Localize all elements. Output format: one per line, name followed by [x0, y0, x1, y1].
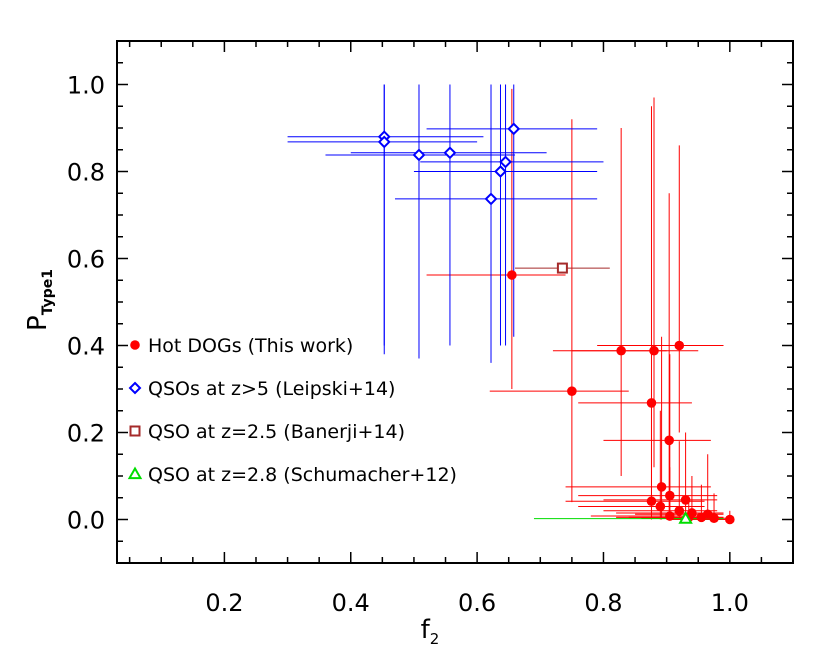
legend-label-2: QSO at z=2.5 (Banerji+14) — [148, 421, 405, 443]
legend-marker-1 — [128, 381, 142, 395]
y-axis-label-sub: Type1 — [40, 269, 56, 315]
legend-marker-0 — [130, 340, 140, 350]
point-s0-p3 — [674, 340, 685, 351]
legend-marker-3 — [127, 466, 143, 480]
x-tick-label-1: 0.4 — [332, 589, 370, 617]
point-s1-p6 — [494, 165, 507, 178]
x-tick-label-4: 1.0 — [711, 589, 749, 617]
point-s0-p2 — [649, 345, 659, 356]
error-bars — [287, 84, 731, 520]
legend-label-1: QSOs at z>5 (Leipski+14) — [148, 378, 395, 400]
y-tick-label-4: 0.8 — [67, 159, 105, 187]
x-tick-label-2: 0.6 — [458, 589, 496, 617]
data-markers — [377, 122, 735, 525]
point-s0-p8 — [665, 490, 675, 501]
point-s0-p9 — [646, 496, 657, 507]
point-s1-p7 — [484, 192, 498, 206]
x-axis-label-main: f — [421, 615, 431, 645]
y-tick-label-3: 0.6 — [67, 246, 105, 274]
point-s0-p4 — [567, 386, 577, 396]
point-s0-p7 — [656, 482, 667, 492]
y-axis-label: PType1 — [23, 269, 56, 331]
y-tick-label-2: 0.4 — [67, 333, 105, 361]
y-axis-ticks: 0.0 0.2 0.4 0.6 0.8 1.0 — [67, 40, 793, 564]
x-axis-label: f2 — [421, 615, 440, 648]
x-tick-label-3: 0.8 — [584, 589, 622, 617]
point-s1-p4 — [507, 122, 521, 136]
point-s0-p17 — [709, 513, 719, 523]
y-tick-label-1: 0.2 — [67, 420, 105, 448]
point-s1-p5 — [499, 155, 512, 169]
point-s1-p1 — [377, 135, 391, 149]
legend-label-0: Hot DOGs (This work) — [148, 335, 353, 357]
point-s0-p10 — [680, 495, 691, 505]
point-s0-p15 — [665, 511, 675, 521]
x-axis-ticks: 0.2 0.4 0.6 0.8 1.0 — [128, 41, 763, 617]
legend-marker-2 — [129, 425, 141, 437]
point-s0-p12 — [674, 506, 685, 516]
y-tick-label-5: 1.0 — [67, 72, 105, 100]
point-s0-p11 — [655, 501, 666, 512]
point-s0-p5 — [646, 398, 657, 408]
point-s1-p2 — [412, 148, 426, 162]
y-tick-label-0: 0.0 — [67, 507, 105, 535]
point-s2-p0 — [556, 262, 568, 274]
point-s0-p6 — [664, 435, 674, 446]
point-s1-p3 — [443, 146, 457, 160]
x-axis-label-sub: 2 — [430, 630, 440, 648]
point-s0-p0 — [507, 270, 517, 280]
y-axis-label-main: P — [23, 315, 53, 331]
point-s0-p1 — [616, 345, 626, 356]
legend-label-3: QSO at z=2.8 (Schumacher+12) — [148, 464, 457, 486]
x-tick-label-0: 0.2 — [205, 589, 243, 617]
legend: Hot DOGs (This work) QSOs at z>5 (Leipski… — [127, 335, 457, 486]
point-s0-p16 — [696, 512, 707, 523]
point-s0-p19 — [725, 514, 735, 525]
point-s3-p0 — [678, 511, 693, 524]
